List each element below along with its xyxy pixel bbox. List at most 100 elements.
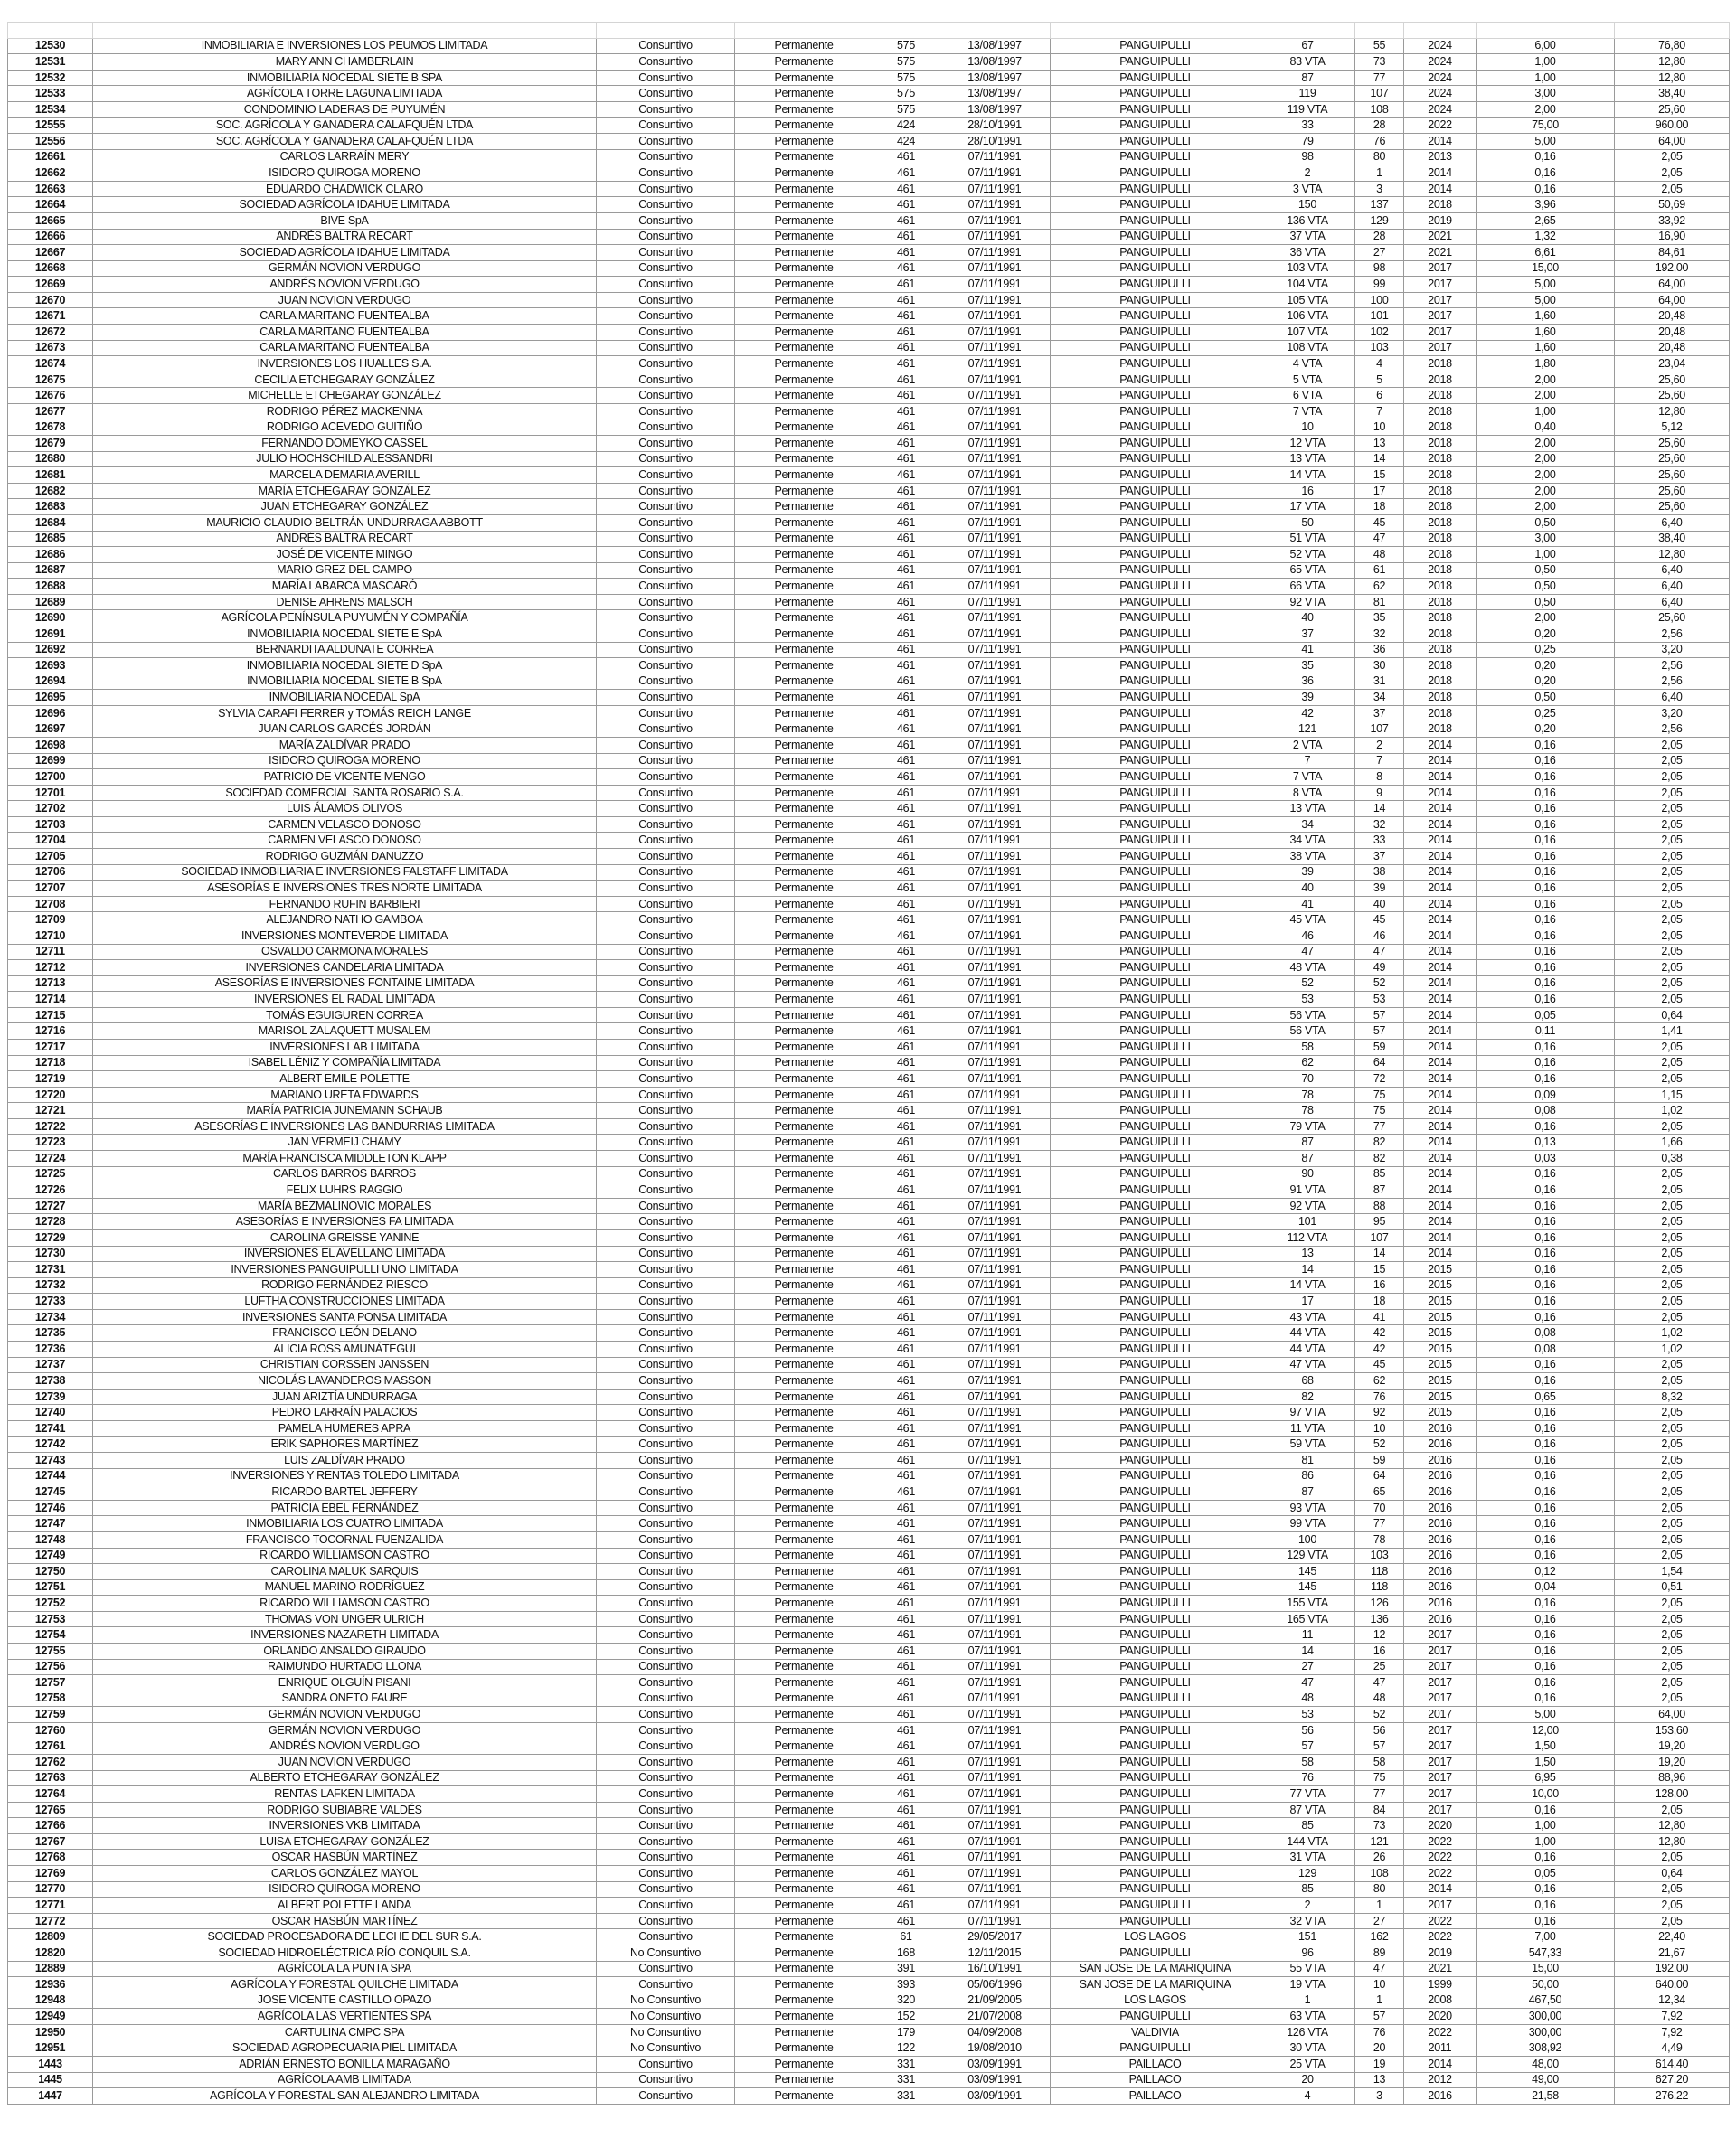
amount-cell: 2,05 (1614, 165, 1730, 182)
entry-number-cell: 46 (1354, 927, 1404, 945)
flow-cell: 0,16 (1476, 1897, 1615, 1914)
table-row: 12692 BERNARDITA ALDUNATE CORREA Consuntiv… (7, 641, 1730, 659)
exercise-type-cell: Permanente (734, 1277, 873, 1295)
use-type-cell: Consuntivo (596, 1340, 735, 1358)
year-cell: 2014 (1403, 800, 1477, 817)
resolution-number-cell: 461 (873, 1912, 939, 1930)
resolution-number-cell: 461 (873, 975, 939, 993)
resolution-date-cell: 07/11/1991 (939, 1721, 1051, 1739)
table-row: 12737 CHRISTIAN CORSSEN JANSSEN Consuntivo… (7, 1356, 1730, 1374)
holder-name-cell: INVERSIONES PANGUIPULLI UNO LIMITADA (92, 1261, 597, 1278)
amount-cell: 22,40 (1614, 1928, 1730, 1945)
record-number-cell: 12739 (7, 1388, 93, 1406)
table-row: 12687 MARIO GREZ DEL CAMPO Consuntivo Perma… (7, 561, 1730, 579)
year-cell: 2022 (1403, 1928, 1477, 1945)
exercise-type-cell: Permanente (734, 721, 873, 739)
table-row: 12720 MARIANO URETA EDWARDS Consuntivo Perm… (7, 1086, 1730, 1104)
entry-number-cell: 85 (1354, 1165, 1404, 1183)
resolution-number-cell: 575 (873, 37, 939, 55)
use-type-cell: Consuntivo (596, 1293, 735, 1310)
table-row: 12556 SOC. AGRÍCOLA Y GANADERA CALAFQUÉN … (7, 133, 1730, 150)
use-type-cell: Consuntivo (596, 1738, 735, 1756)
flow-cell: 467,50 (1476, 1992, 1615, 2010)
resolution-number-cell: 461 (873, 1769, 939, 1787)
resolution-number-cell: 461 (873, 307, 939, 325)
record-number-cell: 12714 (7, 991, 93, 1008)
resolution-number-cell: 393 (873, 1976, 939, 1993)
flow-cell: 1,00 (1476, 402, 1615, 420)
holder-name-cell: RODRIGO SUBIABRE VALDÉS (92, 1801, 597, 1819)
commune-cell: PANGUIPULLI (1050, 371, 1260, 389)
resolution-date-cell: 07/11/1991 (939, 1277, 1051, 1295)
year-cell: 2014 (1403, 752, 1477, 770)
entry-number-cell: 107 (1354, 1229, 1404, 1247)
use-type-cell: Consuntivo (596, 721, 735, 739)
amount-cell: 12,34 (1614, 1992, 1730, 2010)
table-row: 12693 INMOBILIARIA NOCEDAL SIETE D SpA Con… (7, 657, 1730, 674)
flow-cell: 0,16 (1476, 1261, 1615, 1278)
year-cell: 2014 (1403, 180, 1477, 198)
page-cell: 34 VTA (1260, 832, 1355, 850)
record-number-cell: 1445 (7, 2071, 93, 2089)
entry-number-cell: 6 (1354, 387, 1404, 404)
entry-number-cell: 38 (1354, 863, 1404, 881)
holder-name-cell: SOCIEDAD COMERCIAL SANTA ROSARIO S.A. (92, 784, 597, 802)
resolution-date-cell: 07/11/1991 (939, 657, 1051, 674)
resolution-number-cell: 461 (873, 1340, 939, 1358)
resolution-date-cell: 07/11/1991 (939, 561, 1051, 579)
entry-number-cell: 102 (1354, 323, 1404, 341)
exercise-type-cell: Permanente (734, 1721, 873, 1739)
year-cell: 2015 (1403, 1372, 1477, 1390)
record-number-cell: 1447 (7, 2087, 93, 2105)
resolution-date-cell: 07/11/1991 (939, 276, 1051, 293)
record-number-cell: 12752 (7, 1595, 93, 1612)
year-cell: 2014 (1403, 2056, 1477, 2073)
entry-number-cell: 10 (1354, 1419, 1404, 1437)
holder-name-cell: SOCIEDAD HIDROELÉCTRICA RÍO CONQUIL S.A. (92, 1944, 597, 1962)
year-cell: 2016 (1403, 1515, 1477, 1532)
use-type-cell: Consuntivo (596, 1976, 735, 1993)
entry-number-cell: 82 (1354, 1150, 1404, 1167)
commune-cell: PANGUIPULLI (1050, 1832, 1260, 1851)
page-cell: 55 VTA (1260, 1960, 1355, 1978)
record-number-cell: 12697 (7, 721, 93, 739)
record-number-cell: 12710 (7, 927, 93, 945)
commune-cell: PANGUIPULLI (1050, 1721, 1260, 1739)
resolution-date-cell: 07/11/1991 (939, 1419, 1051, 1437)
resolution-number-cell: 461 (873, 435, 939, 452)
resolution-date-cell: 07/11/1991 (939, 1039, 1051, 1056)
commune-cell: PANGUIPULLI (1050, 704, 1260, 722)
entry-number-cell: 55 (1354, 37, 1404, 55)
year-cell: 2022 (1403, 1849, 1477, 1867)
exercise-type-cell: Permanente (734, 1832, 873, 1851)
page-cell: 3 VTA (1260, 180, 1355, 198)
record-number-cell: 12678 (7, 419, 93, 437)
exercise-type-cell: Permanente (734, 1134, 873, 1152)
holder-name-cell: RODRIGO FERNÁNDEZ RIESCO (92, 1277, 597, 1295)
flow-cell: 0,16 (1476, 863, 1615, 881)
record-number-cell: 12533 (7, 85, 93, 102)
exercise-type-cell: Permanente (734, 1324, 873, 1342)
header-cell (1050, 22, 1260, 39)
amount-cell: 2,05 (1614, 1642, 1730, 1660)
exercise-type-cell: Permanente (734, 148, 873, 166)
exercise-type-cell: Permanente (734, 1436, 873, 1454)
table-row: 12740 PEDRO LARRAÍN PALACIOS Consuntivo Per… (7, 1404, 1730, 1421)
entry-number-cell: 57 (1354, 2008, 1404, 2025)
use-type-cell: Consuntivo (596, 1229, 735, 1247)
exercise-type-cell: Permanente (734, 1563, 873, 1580)
commune-cell: PANGUIPULLI (1050, 1372, 1260, 1390)
year-cell: 2017 (1403, 291, 1477, 309)
amount-cell: 2,05 (1614, 1436, 1730, 1454)
use-type-cell: Consuntivo (596, 1086, 735, 1104)
use-type-cell: Consuntivo (596, 1308, 735, 1326)
amount-cell: 614,40 (1614, 2056, 1730, 2073)
resolution-date-cell: 07/11/1991 (939, 609, 1051, 626)
flow-cell: 0,05 (1476, 1865, 1615, 1882)
flow-cell: 0,20 (1476, 625, 1615, 643)
entry-number-cell: 92 (1354, 1404, 1404, 1421)
holder-name-cell: SOCIEDAD AGROPECUARIA PIEL LIMITADA (92, 2040, 597, 2057)
resolution-date-cell: 07/11/1991 (939, 1769, 1051, 1787)
entry-number-cell: 1 (1354, 1897, 1404, 1914)
year-cell: 2014 (1403, 784, 1477, 802)
